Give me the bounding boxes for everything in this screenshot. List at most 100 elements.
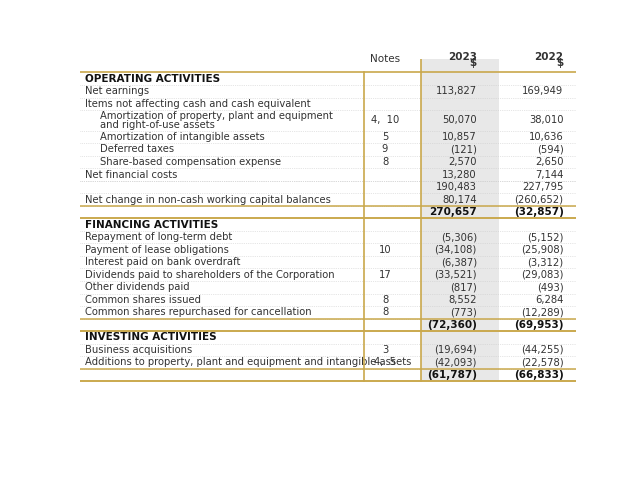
- Bar: [420, 85, 499, 98]
- Text: 113,827: 113,827: [436, 86, 477, 96]
- Text: Net change in non-cash working capital balances: Net change in non-cash working capital b…: [85, 195, 331, 205]
- Bar: [420, 193, 499, 206]
- Text: Business acquisitions: Business acquisitions: [85, 345, 192, 355]
- Text: 2022: 2022: [534, 52, 564, 62]
- Text: Dividends paid to shareholders of the Corporation: Dividends paid to shareholders of the Co…: [85, 270, 335, 280]
- Text: (3,312): (3,312): [527, 257, 564, 267]
- Text: (32,857): (32,857): [514, 207, 564, 217]
- Text: (773): (773): [450, 307, 477, 317]
- Text: 2023: 2023: [448, 52, 477, 62]
- Text: (12,289): (12,289): [521, 307, 564, 317]
- Text: (817): (817): [450, 282, 477, 292]
- Text: 169,949: 169,949: [522, 86, 564, 96]
- Text: (6,387): (6,387): [441, 257, 477, 267]
- Text: (44,255): (44,255): [521, 345, 564, 355]
- Text: 8: 8: [382, 307, 388, 317]
- Bar: [420, 281, 499, 293]
- Text: 80,174: 80,174: [442, 195, 477, 205]
- Text: $: $: [556, 58, 564, 68]
- Text: 4,  5: 4, 5: [374, 357, 396, 367]
- Text: 17: 17: [379, 270, 392, 280]
- Text: 4,  10: 4, 10: [371, 115, 399, 125]
- Text: 2,650: 2,650: [535, 157, 564, 167]
- Text: (34,108): (34,108): [435, 245, 477, 255]
- Bar: [420, 218, 499, 231]
- Text: Additions to property, plant and equipment and intangible assets: Additions to property, plant and equipme…: [85, 357, 412, 367]
- Text: (5,306): (5,306): [441, 232, 477, 242]
- Text: (33,521): (33,521): [435, 270, 477, 280]
- Text: (25,908): (25,908): [521, 245, 564, 255]
- Text: Share-based compensation expense: Share-based compensation expense: [100, 157, 281, 167]
- Text: 6,284: 6,284: [535, 295, 564, 305]
- Text: Repayment of long-term debt: Repayment of long-term debt: [85, 232, 232, 242]
- Text: (66,833): (66,833): [514, 370, 564, 380]
- Text: Notes: Notes: [370, 54, 400, 65]
- Bar: [420, 110, 499, 131]
- Text: Common shares issued: Common shares issued: [85, 295, 201, 305]
- Bar: [420, 181, 499, 193]
- Bar: [420, 168, 499, 181]
- Bar: [420, 143, 499, 156]
- Text: 10,857: 10,857: [442, 132, 477, 142]
- Bar: [420, 344, 499, 356]
- Text: 7,144: 7,144: [535, 170, 564, 179]
- Text: 9: 9: [382, 144, 388, 154]
- Text: 13,280: 13,280: [442, 170, 477, 179]
- Text: (29,083): (29,083): [521, 270, 564, 280]
- Text: 190,483: 190,483: [436, 182, 477, 192]
- Text: 10,636: 10,636: [529, 132, 564, 142]
- Text: 8,552: 8,552: [448, 295, 477, 305]
- Bar: [420, 98, 499, 110]
- Bar: [420, 256, 499, 269]
- Text: Payment of lease obligations: Payment of lease obligations: [85, 245, 229, 255]
- Bar: [420, 318, 499, 331]
- Bar: [420, 269, 499, 281]
- Text: Amortization of intangible assets: Amortization of intangible assets: [100, 132, 264, 142]
- Text: 38,010: 38,010: [529, 115, 564, 125]
- Text: (22,578): (22,578): [521, 357, 564, 367]
- Text: Interest paid on bank overdraft: Interest paid on bank overdraft: [85, 257, 241, 267]
- Text: (493): (493): [537, 282, 564, 292]
- Bar: [420, 356, 499, 369]
- Text: (260,652): (260,652): [515, 195, 564, 205]
- Text: 8: 8: [382, 157, 388, 167]
- Text: (61,787): (61,787): [427, 370, 477, 380]
- Text: 50,070: 50,070: [442, 115, 477, 125]
- Text: 10: 10: [379, 245, 391, 255]
- Text: Amortization of property, plant and equipment: Amortization of property, plant and equi…: [100, 110, 333, 121]
- Text: (5,152): (5,152): [527, 232, 564, 242]
- Text: (594): (594): [537, 144, 564, 154]
- Text: 270,657: 270,657: [429, 207, 477, 217]
- Text: Deferred taxes: Deferred taxes: [100, 144, 174, 154]
- Text: $: $: [470, 58, 477, 68]
- Text: Common shares repurchased for cancellation: Common shares repurchased for cancellati…: [85, 307, 312, 317]
- Bar: [420, 131, 499, 143]
- Text: (121): (121): [450, 144, 477, 154]
- Bar: [420, 369, 499, 381]
- Bar: [420, 331, 499, 344]
- Text: OPERATING ACTIVITIES: OPERATING ACTIVITIES: [85, 74, 220, 84]
- Text: 5: 5: [382, 132, 388, 142]
- Bar: [420, 231, 499, 244]
- Bar: [420, 293, 499, 306]
- Text: (72,360): (72,360): [427, 320, 477, 330]
- Bar: [420, 244, 499, 256]
- Bar: [420, 206, 499, 218]
- Bar: [420, 72, 499, 85]
- Bar: [420, 52, 499, 72]
- Text: Other dividends paid: Other dividends paid: [85, 282, 189, 292]
- Text: 8: 8: [382, 295, 388, 305]
- Text: Net earnings: Net earnings: [85, 86, 149, 96]
- Text: INVESTING ACTIVITIES: INVESTING ACTIVITIES: [85, 332, 216, 343]
- Bar: [420, 306, 499, 318]
- Text: and right-of-use assets: and right-of-use assets: [100, 120, 214, 130]
- Text: 227,795: 227,795: [522, 182, 564, 192]
- Text: Items not affecting cash and cash equivalent: Items not affecting cash and cash equiva…: [85, 99, 310, 109]
- Text: 2,570: 2,570: [448, 157, 477, 167]
- Text: (69,953): (69,953): [514, 320, 564, 330]
- Text: FINANCING ACTIVITIES: FINANCING ACTIVITIES: [85, 220, 218, 230]
- Text: (42,093): (42,093): [435, 357, 477, 367]
- Text: 3: 3: [382, 345, 388, 355]
- Text: (19,694): (19,694): [434, 345, 477, 355]
- Bar: [420, 156, 499, 168]
